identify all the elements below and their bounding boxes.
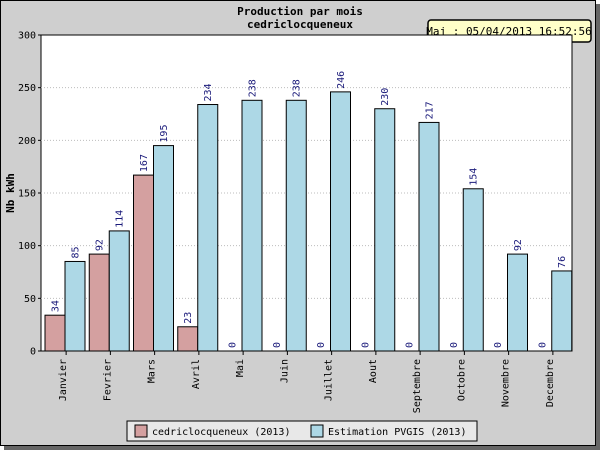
x-tick-label: Septembre — [412, 359, 423, 413]
legend-label-0: cedriclocqueneux (2013) — [152, 427, 290, 438]
data-label: 238 — [248, 79, 259, 97]
legend-label-1: Estimation PVGIS (2013) — [328, 427, 466, 438]
x-tick-label: Mars — [147, 359, 158, 383]
x-tick-label: Aout — [368, 359, 379, 383]
data-label: 0 — [316, 342, 327, 348]
x-tick-label: Avril — [191, 359, 202, 389]
data-label: 195 — [159, 125, 170, 143]
bars — [44, 91, 573, 352]
x-tick-label: Novembre — [501, 359, 512, 407]
data-label: 76 — [557, 256, 568, 268]
bar-s1-septembre — [418, 121, 440, 352]
data-label: 238 — [292, 79, 303, 97]
data-label: 230 — [380, 88, 391, 106]
x-tick-label: Fevrier — [102, 359, 113, 401]
data-label: 85 — [71, 246, 82, 258]
x-axis: Janvier Fevrier Mars Avril Mai Juin Juillet Aou… — [58, 351, 556, 413]
bar-s0-avril — [177, 326, 199, 352]
legend: cedriclocqueneux (2013) Estimation PVGIS… — [126, 420, 478, 442]
data-label: 0 — [493, 342, 504, 348]
bar-s1-juillet — [330, 91, 351, 352]
y-axis-label: Nb kWh — [4, 173, 17, 213]
y-axis: 0 50 100 150 200 250 300 — [18, 31, 41, 358]
bar-s1-novembre — [507, 253, 528, 352]
data-label: 246 — [336, 71, 347, 89]
bar-chart: Production par mois cedriclocqueneux Maj… — [4, 5, 592, 442]
bar-s1-fevrier — [108, 230, 130, 352]
x-tick-label: Janvier — [58, 359, 69, 401]
bar-s1-decembre — [551, 270, 573, 352]
x-tick-label: Juin — [279, 359, 290, 383]
legend-swatch-1 — [310, 424, 324, 438]
data-labels: 34 85 92 114 167 195 23 234 0 238 0 238 0 246 0 230 0 217… — [51, 71, 569, 348]
bar-s1-juin — [285, 99, 307, 352]
bar-s1-janvier — [64, 260, 86, 352]
x-tick-label: Decembre — [545, 359, 556, 407]
bar-s0-mars — [133, 174, 154, 352]
y-tick-label: 150 — [18, 189, 36, 200]
x-tick-label: Octobre — [456, 359, 467, 401]
data-label: 0 — [272, 342, 283, 348]
y-tick-label: 250 — [18, 83, 36, 94]
y-tick-label: 50 — [24, 294, 36, 305]
data-label: 154 — [469, 168, 480, 186]
data-label: 234 — [203, 83, 214, 101]
data-label: 167 — [139, 154, 150, 172]
data-label: 217 — [425, 101, 436, 119]
data-label: 0 — [449, 342, 460, 348]
data-label: 23 — [183, 312, 194, 324]
y-tick-label: 300 — [18, 31, 36, 42]
chart-title: Production par mois — [237, 5, 363, 18]
data-label: 92 — [95, 239, 106, 251]
y-tick-label: 0 — [30, 347, 36, 358]
bar-s1-aout — [374, 108, 396, 352]
data-label: 92 — [513, 239, 524, 251]
bar-s1-mars — [153, 145, 174, 352]
data-label: 34 — [51, 300, 62, 312]
x-tick-label: Mai — [235, 359, 246, 377]
data-label: 0 — [360, 342, 371, 348]
x-tick-label: Juillet — [324, 359, 335, 401]
legend-swatch-0 — [134, 424, 148, 438]
y-tick-label: 100 — [18, 241, 36, 252]
data-label: 0 — [228, 342, 239, 348]
bar-s1-avril — [197, 104, 219, 352]
data-label: 0 — [405, 342, 416, 348]
y-tick-label: 200 — [18, 136, 36, 147]
chart-subtitle: cedriclocqueneux — [247, 18, 353, 31]
bar-s1-mai — [241, 99, 263, 352]
data-label: 114 — [115, 210, 126, 228]
bar-s0-fevrier — [88, 253, 110, 352]
bar-s0-janvier — [44, 314, 66, 352]
data-label: 0 — [537, 342, 548, 348]
bar-s1-octobre — [462, 188, 484, 352]
